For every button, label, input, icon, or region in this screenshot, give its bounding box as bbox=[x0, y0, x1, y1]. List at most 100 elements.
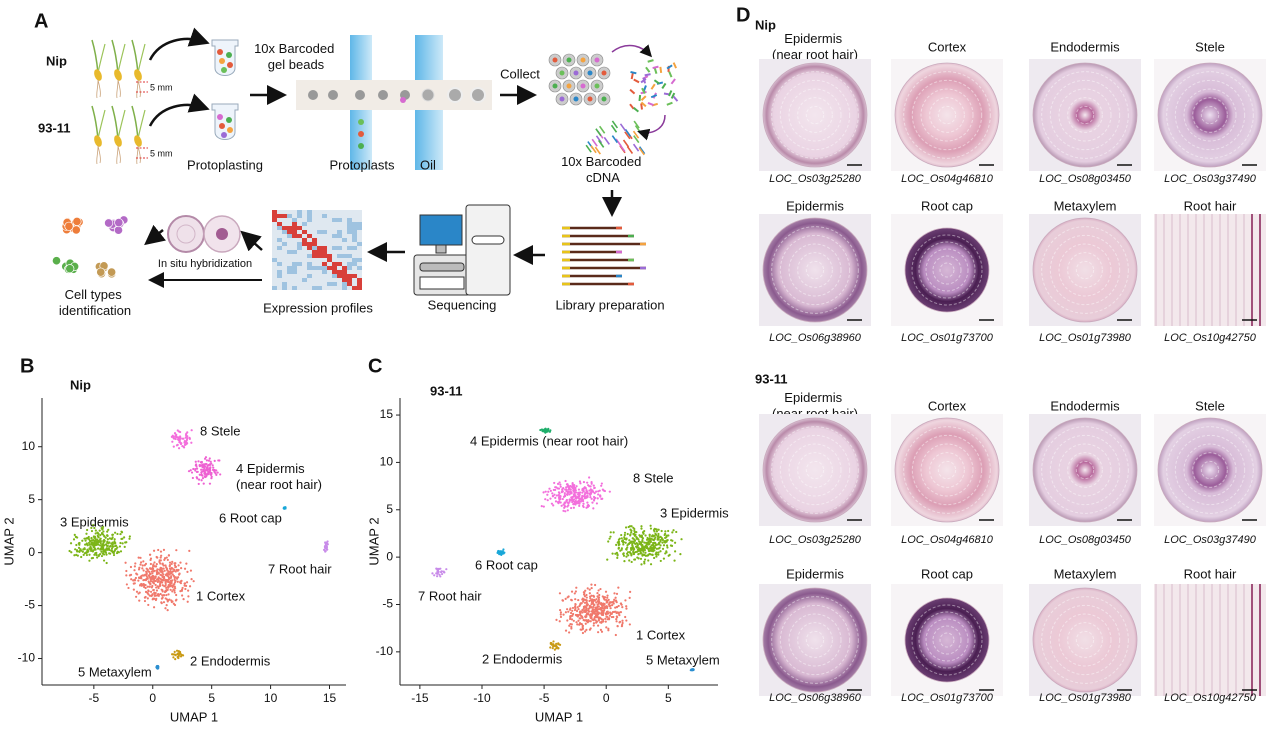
cluster-point bbox=[589, 589, 591, 591]
cluster-point bbox=[182, 598, 184, 600]
cluster-point bbox=[137, 580, 139, 582]
cluster-label: 5 Metaxylem bbox=[646, 652, 720, 667]
heatmap-cell bbox=[342, 278, 347, 282]
cluster-point bbox=[600, 629, 602, 631]
heatmap-cell bbox=[347, 262, 352, 266]
cluster-point bbox=[198, 479, 200, 481]
heatmap-cell bbox=[327, 266, 332, 270]
heatmap-cell bbox=[297, 258, 302, 262]
cluster-point bbox=[550, 490, 552, 492]
heatmap-cell bbox=[277, 258, 282, 262]
cluster-label: 3 Epidermis bbox=[660, 505, 729, 520]
cluster-point bbox=[588, 476, 590, 478]
cluster-point bbox=[177, 438, 179, 440]
cluster-point bbox=[583, 591, 585, 593]
cluster-point bbox=[565, 611, 567, 613]
cluster-point bbox=[181, 654, 183, 656]
root-section bbox=[1033, 588, 1137, 692]
cluster-point bbox=[666, 544, 668, 546]
heatmap-cell bbox=[307, 282, 312, 286]
cluster-point bbox=[178, 447, 180, 449]
cluster-point bbox=[573, 484, 575, 486]
cluster-point bbox=[89, 540, 91, 542]
cluster-point bbox=[116, 533, 118, 535]
root-section bbox=[895, 418, 999, 522]
cluster-point bbox=[436, 571, 438, 573]
cluster-point bbox=[101, 555, 103, 557]
heatmap-cell bbox=[357, 258, 362, 262]
cluster-point bbox=[101, 532, 103, 534]
cdna-stick bbox=[639, 95, 640, 101]
cluster-point bbox=[102, 553, 104, 555]
heatmap-cell bbox=[347, 210, 352, 214]
cdna-stick bbox=[631, 72, 637, 73]
cluster-point bbox=[181, 594, 183, 596]
cluster-point bbox=[159, 562, 161, 564]
cluster-point bbox=[431, 572, 433, 574]
y-tick-label: 0 bbox=[28, 545, 35, 559]
cluster-point bbox=[602, 603, 604, 605]
cdna-stick bbox=[634, 144, 639, 151]
cell-type-title: Root hair bbox=[1184, 198, 1237, 213]
cluster-point bbox=[173, 562, 175, 564]
cluster-point bbox=[168, 576, 170, 578]
bead-cell bbox=[560, 97, 565, 102]
cluster-point bbox=[610, 612, 612, 614]
heatmap-cell bbox=[342, 242, 347, 246]
cell-type-title: Metaxylem bbox=[1054, 198, 1117, 213]
cluster-point bbox=[88, 560, 90, 562]
cluster-point bbox=[624, 599, 626, 601]
cluster-point bbox=[185, 433, 187, 435]
cluster-point bbox=[75, 544, 77, 546]
cell bbox=[97, 268, 105, 276]
cluster-point bbox=[650, 541, 652, 543]
cluster-point bbox=[654, 533, 656, 535]
cluster-point bbox=[606, 607, 608, 609]
cluster-point bbox=[604, 607, 606, 609]
cluster-point bbox=[606, 594, 608, 596]
cluster-point bbox=[203, 482, 205, 484]
panel-letter: D bbox=[736, 4, 750, 26]
cluster-point bbox=[214, 460, 216, 462]
cluster-point bbox=[170, 589, 172, 591]
cluster-point bbox=[568, 488, 570, 490]
heatmap-cell bbox=[297, 238, 302, 242]
cluster-point bbox=[162, 576, 164, 578]
heatmap-cell bbox=[352, 266, 357, 270]
cluster-point bbox=[630, 547, 632, 549]
cluster-point bbox=[161, 572, 163, 574]
cell bbox=[73, 217, 81, 225]
cluster-point bbox=[210, 477, 212, 479]
cluster-point bbox=[636, 551, 638, 553]
x-tick-label: 10 bbox=[264, 691, 278, 705]
cluster-point bbox=[204, 469, 206, 471]
cluster-point bbox=[673, 559, 675, 561]
cluster-point bbox=[90, 537, 92, 539]
cluster-point bbox=[574, 598, 576, 600]
cluster-point bbox=[159, 580, 161, 582]
cluster-point bbox=[646, 537, 648, 539]
cluster-point bbox=[653, 547, 655, 549]
cluster-point bbox=[571, 610, 573, 612]
heatmap-cell bbox=[307, 222, 312, 226]
cluster-point bbox=[555, 500, 557, 502]
heatmap-cell bbox=[312, 218, 317, 222]
heatmap-cell bbox=[337, 262, 342, 266]
cluster-point bbox=[593, 484, 595, 486]
cluster-point bbox=[542, 491, 544, 493]
cluster-point bbox=[119, 542, 121, 544]
heatmap-cell bbox=[352, 234, 357, 238]
cluster-point bbox=[559, 495, 561, 497]
cluster-point bbox=[164, 590, 166, 592]
heatmap-cell bbox=[347, 270, 352, 274]
cluster-point bbox=[112, 534, 114, 536]
heatmap-cell bbox=[307, 210, 312, 214]
heatmap-cell bbox=[272, 234, 277, 238]
heatmap-cell bbox=[302, 250, 307, 254]
heatmap-cell bbox=[322, 234, 327, 238]
cluster-point bbox=[640, 528, 642, 530]
heatmap-cell bbox=[287, 254, 292, 258]
heatmap-cell bbox=[272, 226, 277, 230]
cluster-point bbox=[214, 472, 216, 474]
cell-type-title: Cortex bbox=[928, 39, 967, 54]
